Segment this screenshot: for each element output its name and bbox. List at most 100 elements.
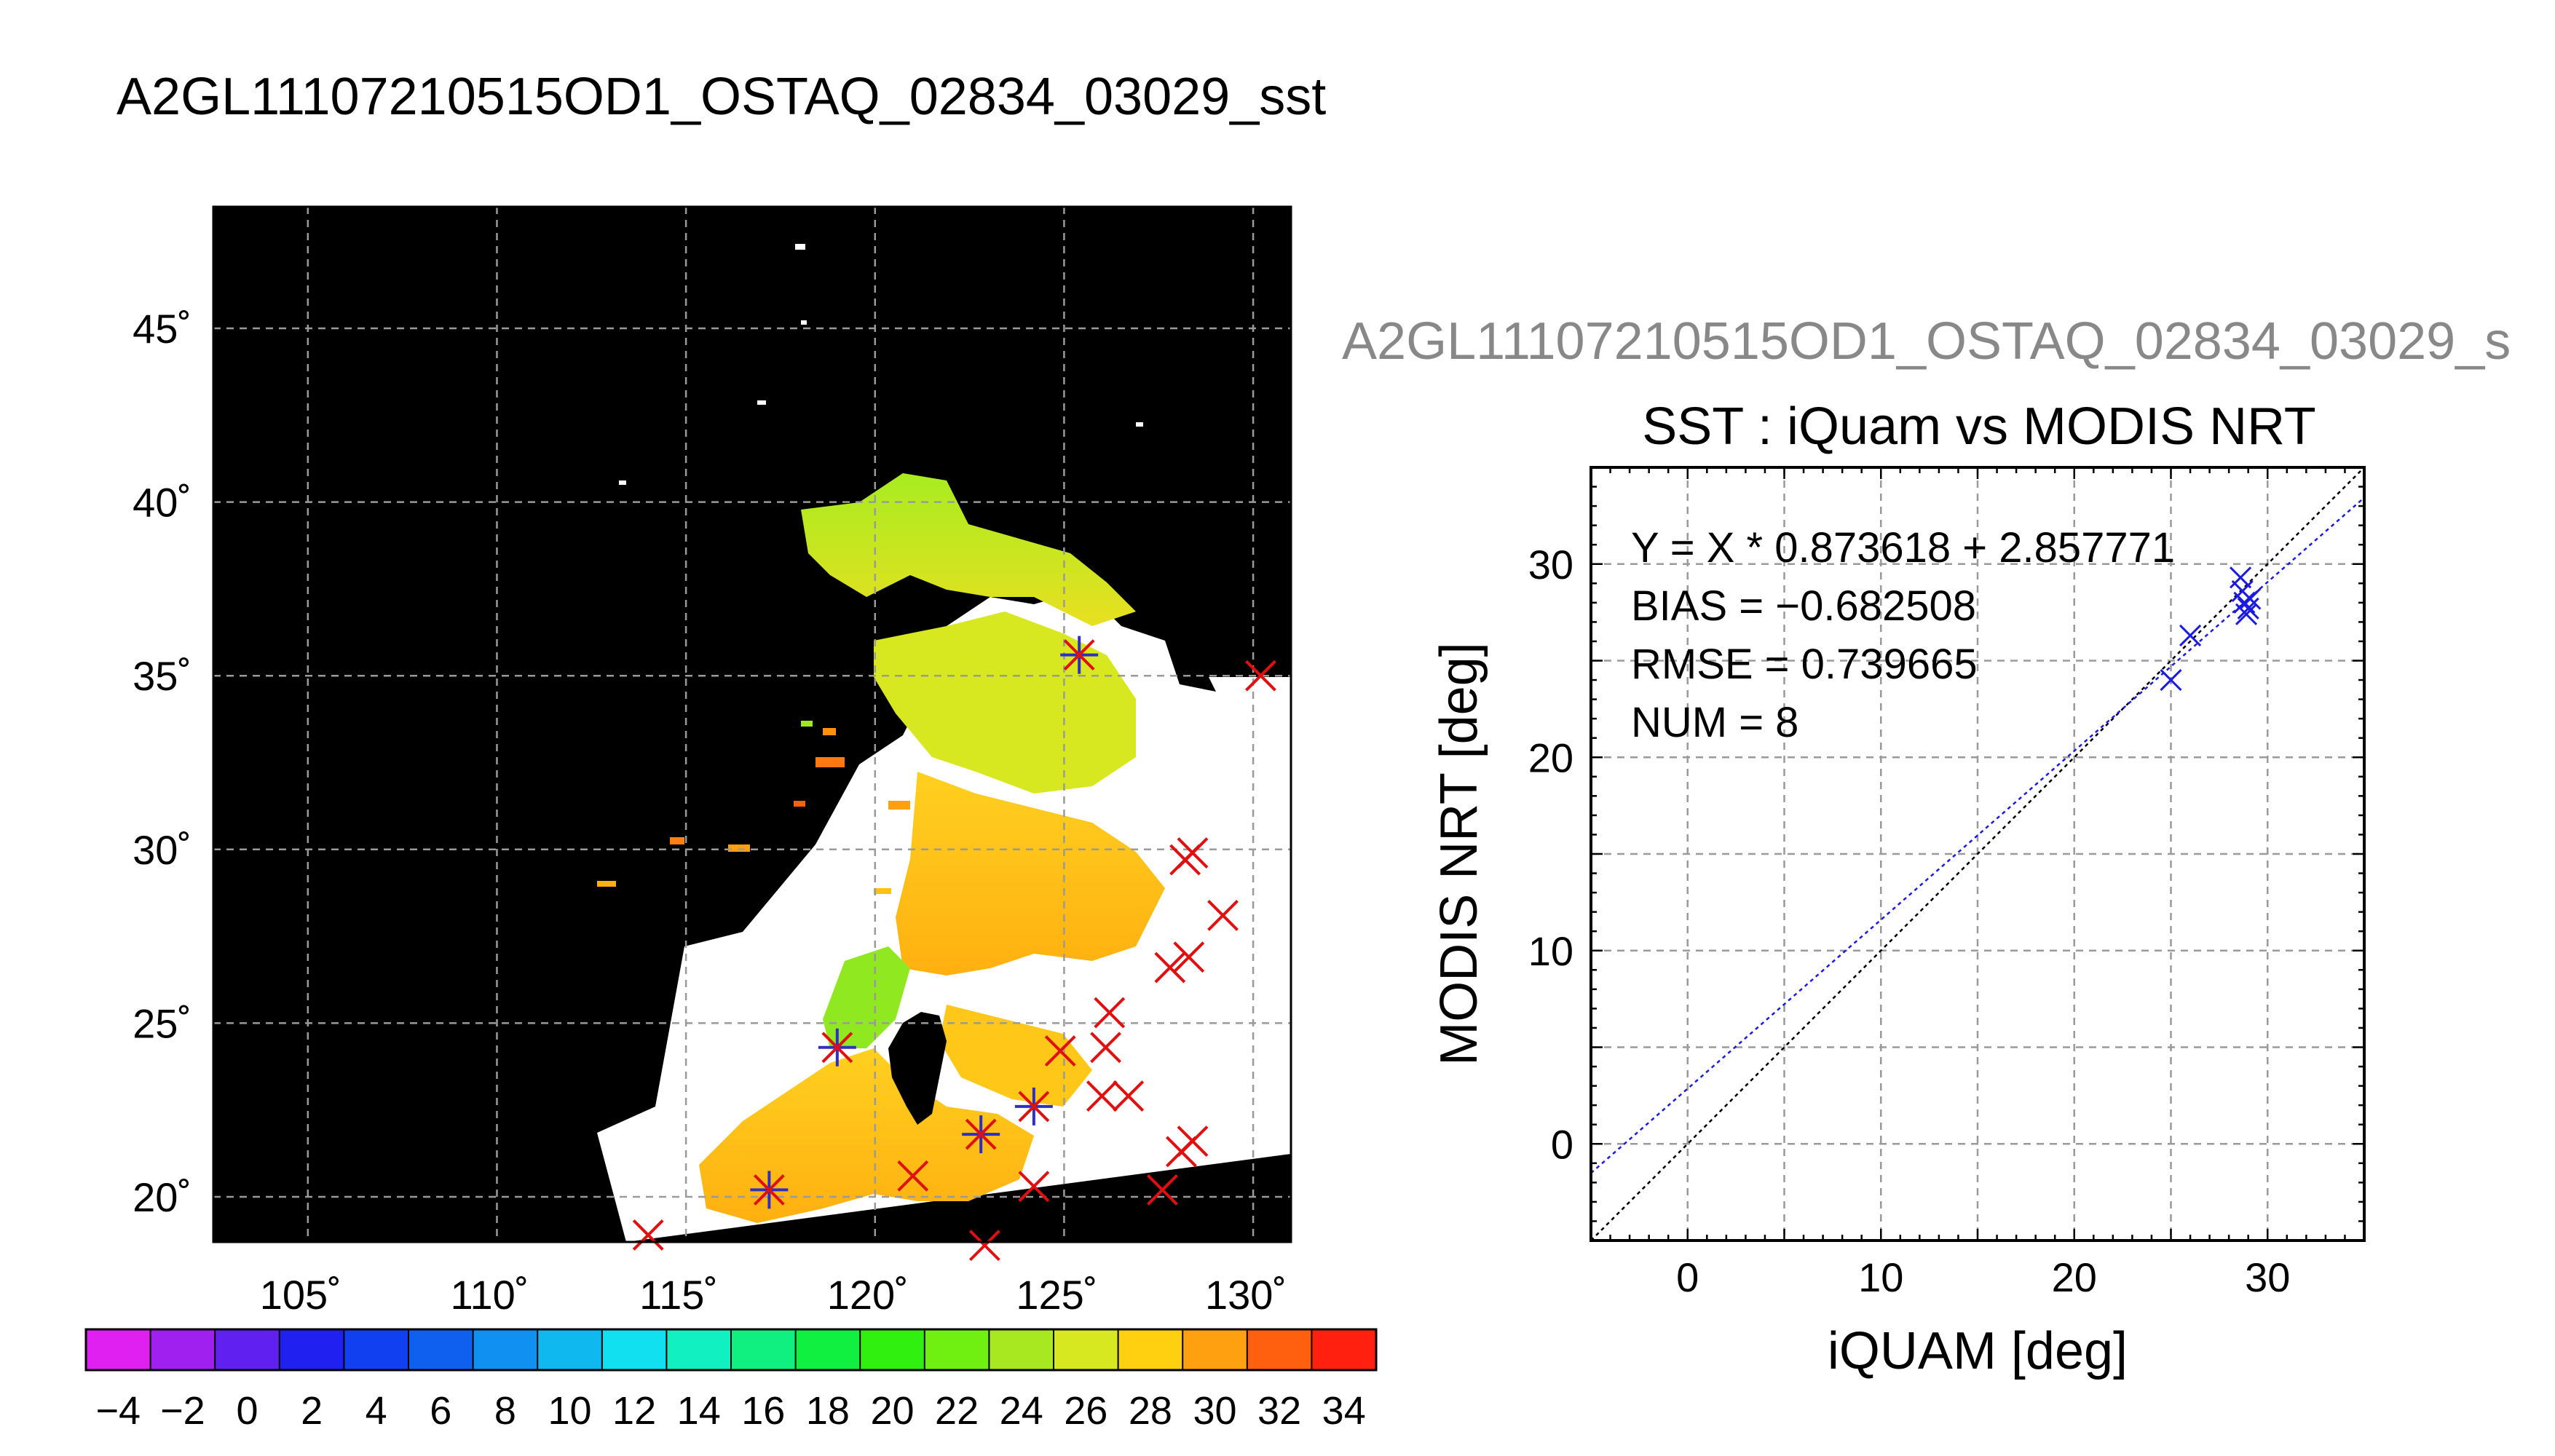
colorbar-segment [601,1329,667,1370]
scatter-point [2160,668,2182,692]
map-match-point [1044,1035,1076,1067]
colorbar-segment [344,1329,409,1370]
taiwan-land [888,1012,947,1125]
map-match-point [897,1160,929,1192]
map-match-point [968,1230,1000,1262]
colorbar-segment [215,1329,280,1370]
colorbar-tick-label: 34 [1322,1389,1366,1433]
map-match-point-stroke-b [1154,951,1186,984]
map-match-point-stroke-b [1094,997,1126,1029]
map-match-point-stroke-b [753,1174,785,1206]
colorbar-segment [666,1329,732,1370]
map-y-tick-label: 30˚ [133,827,191,873]
map-y-tick-labels: 20˚ 25˚ 30˚ 35˚ 40˚ 45˚ [133,306,191,1220]
map-x-tick-label: 115˚ [639,1272,718,1318]
map-match-point-stroke-b [1063,639,1095,670]
scatter-x-tick-label: 20 [2052,1254,2097,1300]
map-match-point [1018,1171,1050,1203]
sst-region-bohai [801,473,1136,626]
map-match-point [1154,951,1186,984]
scatter-points [2160,566,2262,692]
map-match-point-stroke-b [1018,1171,1050,1203]
colorbar-tick-label: 8 [494,1389,516,1433]
colorbar-tick-label: −4 [96,1389,141,1433]
map-match-point [1169,844,1201,876]
colorbar-segment [150,1329,216,1370]
map-y-tick-label: 40˚ [133,480,191,526]
map-match-point-stroke-b [1165,1136,1197,1168]
scatter-point [2239,587,2262,610]
colorbar-tick-label: 20 [870,1389,914,1433]
map-x-tick-label: 125˚ [1016,1272,1097,1318]
map-y-tick-label: 20˚ [133,1174,191,1220]
scatter-point-stroke-b [2230,566,2252,589]
map-match-point [1245,660,1276,692]
colorbar-tick-label: 14 [677,1389,721,1433]
map-match-point-stroke-b [897,1160,929,1192]
colorbar-segment [473,1329,538,1370]
scatter-point-stroke-b [2179,624,2202,647]
map-gridlines [213,207,1291,1242]
map-match-point [1165,1136,1197,1168]
colorbar-segment [408,1329,474,1370]
map-match-point [1173,941,1205,973]
scatter-y-axis-label: MODIS NRT [deg] [1430,642,1488,1066]
scatter-supertitle: A2GL11107210515OD1_OSTAQ_02834_03029_s [1342,312,2511,371]
scatter-point [2235,603,2258,625]
map-match-point-stroke-b [968,1230,1000,1262]
scatter-panel: SST : iQuam vs MODIS NRT 0 10 20 30 0 10 20 30… [1430,397,2366,1380]
colorbar-segment [1311,1329,1377,1370]
colorbar-tick-label: −2 [160,1389,205,1433]
scatter-y-tick-label: 0 [1551,1121,1573,1167]
map-match-point-stroke-b [1018,1091,1050,1123]
scatter-annotation-line: Y = X * 0.873618 + 2.857771 [1631,524,2175,571]
sst-colorbar: −4 −2 0 2 4 6 8 10 12 14 16 18 20 22 24 26 28 30 32 34 [84,1328,1378,1433]
colorbar-segment [860,1329,925,1370]
one-to-one-line [1591,467,2364,1241]
main-title: A2GL11107210515OD1_OSTAQ_02834_03029_sst [117,68,1327,126]
map-match-point [753,1174,785,1206]
colorbar-segment [1054,1329,1119,1370]
scatter-annotation-line: BIAS = −0.682508 [1631,582,1976,630]
scatter-tick-marks [1590,466,2366,1242]
sst-region-south-china-sea [699,1048,1034,1223]
colorbar-segment [537,1329,603,1370]
colorbar-segment [1182,1329,1248,1370]
map-match-point [965,1118,997,1150]
colorbar-segment [795,1329,861,1370]
scatter-annotation-line: NUM = 8 [1631,699,1798,746]
map-match-points [632,636,1276,1262]
map-match-point-stroke-b [1113,1080,1145,1112]
colorbar-tick-label: 28 [1129,1389,1172,1433]
colorbar-tick-label: 0 [236,1389,258,1433]
colorbar-tick-label: 6 [430,1389,451,1433]
colorbar-tick-label: 18 [806,1389,850,1433]
scatter-x-tick-labels: 0 10 20 30 [1676,1254,2290,1300]
scatter-x-tick-label: 10 [1858,1254,1903,1300]
scatter-point-stroke-b [2160,668,2182,692]
scatter-y-tick-labels: 0 10 20 30 [1528,542,1573,1168]
map-x-tick-label: 120˚ [827,1272,909,1318]
colorbar-frame [84,1328,1378,1372]
scatter-y-tick-label: 30 [1528,542,1573,587]
map-match-point-stroke-b [1086,1080,1118,1112]
map-match-point-stroke-b [1169,844,1201,876]
map-x-tick-label: 110˚ [451,1272,529,1318]
colorbar-tick-label: 26 [1064,1389,1107,1433]
scatter-annotation-line: RMSE = 0.739665 [1631,641,1978,688]
map-match-point-stroke-b [965,1118,997,1150]
colorbar-tick-label: 12 [612,1389,656,1433]
scatter-title: SST : iQuam vs MODIS NRT [1642,397,2316,456]
colorbar-tick-label: 30 [1193,1389,1236,1433]
scatter-point-stroke-b [2239,587,2262,610]
sst-region-luzon-strait [939,1005,1092,1107]
map-match-point-stroke-b [1147,1174,1178,1206]
map-match-point-stroke-b [632,1219,664,1251]
colorbar-tick-label: 16 [741,1389,785,1433]
map-x-tick-labels: 105˚ 110˚ 115˚ 120˚ 125˚ 130˚ [260,1272,1287,1318]
scatter-y-tick-label: 20 [1528,735,1573,780]
colorbar-tick-label: 22 [935,1389,979,1433]
colorbar-segment [279,1329,344,1370]
map-match-point [1090,1032,1121,1064]
map-match-point-stroke-b [821,1032,853,1064]
